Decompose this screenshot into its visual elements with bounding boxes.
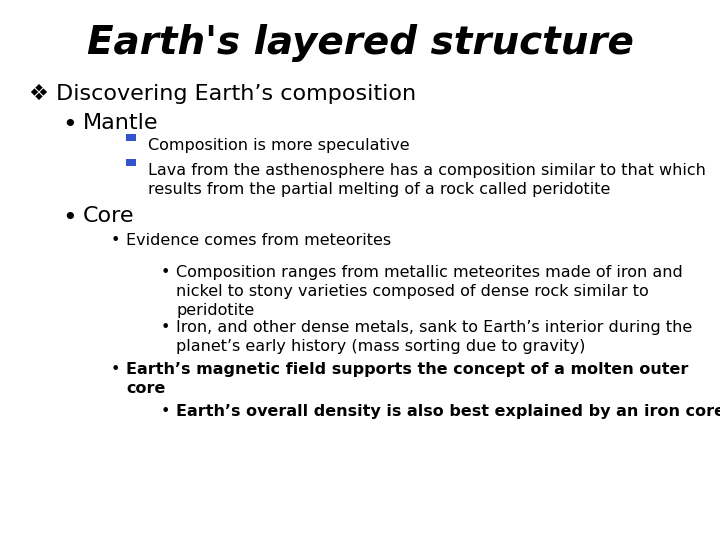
Text: Lava from the asthenosphere has a composition similar to that which
results from: Lava from the asthenosphere has a compos…: [148, 163, 706, 197]
Text: •: •: [161, 320, 170, 335]
Text: Earth's layered structure: Earth's layered structure: [86, 24, 634, 62]
FancyBboxPatch shape: [126, 159, 136, 166]
Text: Mantle: Mantle: [83, 113, 158, 133]
Text: •: •: [63, 206, 77, 230]
Text: •: •: [110, 362, 120, 377]
Text: ❖ Discovering Earth’s composition: ❖ Discovering Earth’s composition: [29, 84, 416, 104]
Text: Composition is more speculative: Composition is more speculative: [148, 138, 409, 153]
Text: Earth’s magnetic field supports the concept of a molten outer
core: Earth’s magnetic field supports the conc…: [126, 362, 688, 396]
Text: Iron, and other dense metals, sank to Earth’s interior during the
planet’s early: Iron, and other dense metals, sank to Ea…: [176, 320, 693, 354]
Text: Core: Core: [83, 206, 135, 226]
FancyBboxPatch shape: [126, 134, 136, 141]
Text: Evidence comes from meteorites: Evidence comes from meteorites: [126, 233, 391, 248]
Text: •: •: [63, 113, 77, 137]
Text: •: •: [110, 233, 120, 248]
Text: Composition ranges from metallic meteorites made of iron and
nickel to stony var: Composition ranges from metallic meteori…: [176, 265, 683, 318]
Text: •: •: [161, 404, 170, 419]
Text: •: •: [161, 265, 170, 280]
Text: Earth’s overall density is also best explained by an iron core: Earth’s overall density is also best exp…: [176, 404, 720, 419]
